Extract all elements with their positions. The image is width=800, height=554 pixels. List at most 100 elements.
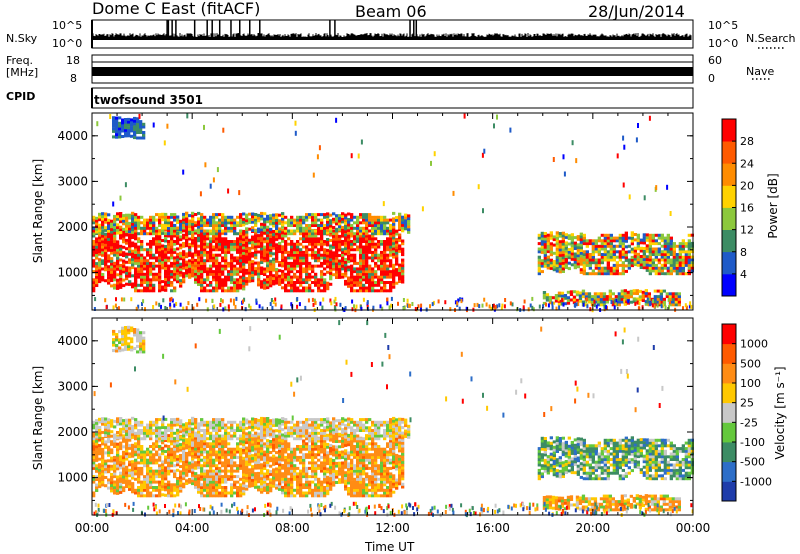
- power-cell: [197, 231, 201, 235]
- velocity-cell: [290, 450, 294, 454]
- power-cell: [260, 222, 264, 226]
- power-cell: [233, 278, 237, 282]
- power-speckle: [523, 299, 526, 304]
- power-cell: [110, 259, 114, 263]
- velocity-cell: [281, 450, 285, 454]
- power-cell: [341, 228, 345, 232]
- power-cell: [110, 232, 114, 236]
- velocity-cell: [251, 484, 255, 488]
- power-cell: [585, 253, 589, 256]
- power-cell: [681, 263, 685, 267]
- velocity-cell: [125, 449, 129, 453]
- power-cell: [392, 282, 396, 286]
- velocity-cell: [110, 451, 114, 455]
- power-cell: [191, 260, 195, 264]
- power-cell: [618, 250, 622, 254]
- power-speckle: [316, 154, 319, 160]
- power-speckle: [171, 298, 174, 303]
- velocity-cell: [137, 477, 141, 481]
- velocity-cell: [230, 486, 234, 489]
- power-cell: [687, 242, 691, 246]
- power-cell: [236, 256, 240, 260]
- power-cell: [392, 266, 396, 270]
- power-cell: [371, 283, 375, 287]
- power-cell: [395, 229, 399, 233]
- power-cell: [260, 282, 264, 286]
- velocity-cell: [176, 485, 180, 489]
- power-cell: [233, 229, 237, 233]
- power-cell: [690, 247, 694, 251]
- velocity-cell: [221, 480, 225, 484]
- power-cell: [627, 266, 631, 270]
- power-cell: [104, 262, 108, 266]
- power-speckle: [96, 121, 99, 127]
- power-cell: [248, 238, 252, 242]
- power-cell: [299, 226, 303, 230]
- power-cell: [221, 218, 225, 222]
- power-cell: [374, 215, 378, 219]
- power-cell: [143, 289, 147, 293]
- power-cell: [116, 223, 120, 227]
- velocity-cell: [242, 456, 246, 460]
- velocity-cell: [131, 446, 135, 450]
- power-cell: [612, 258, 616, 262]
- velocity-cell: [257, 471, 261, 475]
- power-cell: [597, 266, 601, 270]
- power-cell: [398, 223, 402, 227]
- power-cell: [113, 214, 117, 218]
- power-speckle: [335, 302, 338, 307]
- power-cell: [248, 212, 252, 216]
- power-cell: [311, 234, 315, 238]
- velocity-cell: [224, 442, 228, 446]
- power-cell: [639, 266, 643, 269]
- power-cell: [326, 270, 330, 274]
- velocity-cell: [122, 469, 126, 473]
- power-cell: [290, 289, 294, 293]
- power-speckle: [321, 305, 324, 310]
- velocity-cell: [254, 442, 258, 445]
- power-cell: [191, 263, 195, 267]
- velocity-cell: [98, 471, 102, 475]
- power-cell: [317, 256, 321, 260]
- power-speckle: [322, 297, 325, 302]
- velocity-cell: [161, 468, 165, 472]
- power-cell: [287, 218, 291, 222]
- power-cell: [242, 276, 246, 280]
- power-speckle: [561, 298, 564, 303]
- power-cell: [401, 226, 405, 230]
- power-cell: [269, 276, 273, 280]
- velocity-cell: [218, 442, 222, 446]
- power-cell: [296, 224, 300, 227]
- velocity-cell: [257, 441, 261, 445]
- power-cell: [107, 235, 111, 239]
- velocity-cell: [281, 458, 285, 462]
- velocity-cell: [218, 445, 222, 448]
- power-cell: [236, 272, 240, 276]
- power-cell: [615, 261, 619, 265]
- power-cell: [558, 270, 562, 274]
- power-cell: [218, 226, 222, 230]
- velocity-cell: [245, 446, 249, 450]
- power-cell: [124, 128, 128, 132]
- velocity-cell: [263, 464, 267, 468]
- power-cell: [557, 302, 562, 306]
- power-cell: [194, 261, 198, 265]
- power-cell: [104, 218, 108, 221]
- power-cell: [164, 286, 168, 289]
- power-cell: [203, 264, 207, 268]
- power-cell: [371, 245, 375, 249]
- power-cell: [398, 233, 402, 237]
- power-cell: [675, 266, 679, 270]
- power-cell: [585, 255, 589, 259]
- velocity-cell: [149, 477, 153, 481]
- power-cell: [218, 232, 222, 236]
- power-cell: [131, 285, 135, 289]
- power-cell: [314, 221, 318, 225]
- power-cell: [140, 272, 144, 276]
- power-cell: [302, 267, 306, 271]
- power-cell: [92, 234, 96, 238]
- power-cell: [329, 244, 333, 248]
- power-cell: [164, 250, 168, 254]
- power-cell: [110, 243, 114, 247]
- power-cell: [597, 253, 601, 256]
